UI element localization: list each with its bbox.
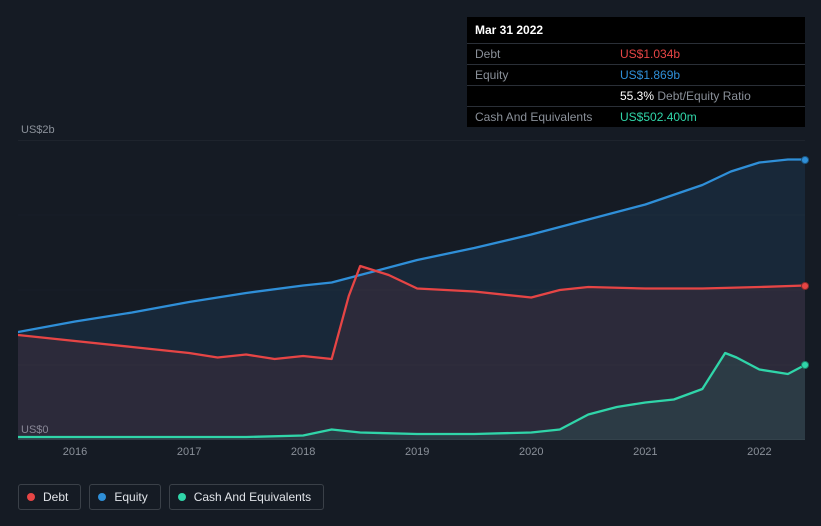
tooltip-suffix: Debt/Equity Ratio [654,89,751,103]
legend-item-cash[interactable]: Cash And Equivalents [169,484,324,510]
tooltip-row-debt: Debt US$1.034b [467,43,805,64]
tooltip-date: Mar 31 2022 [467,17,805,43]
legend-item-equity[interactable]: Equity [89,484,160,510]
tooltip-value: US$1.869b [620,68,680,82]
y-axis-label-top: US$2b [21,124,55,136]
x-axis-tick: 2021 [633,446,657,458]
chart-plot-area[interactable] [18,140,805,440]
tooltip-label: Cash And Equivalents [475,110,620,124]
summary-tooltip: Mar 31 2022 Debt US$1.034b Equity US$1.8… [467,17,805,127]
tooltip-value: US$502.400m [620,110,697,124]
x-axis-tick: 2022 [747,446,771,458]
tooltip-value-wrap: 55.3% Debt/Equity Ratio [620,89,751,103]
tooltip-label: Debt [475,47,620,61]
tooltip-row-ratio: 55.3% Debt/Equity Ratio [467,85,805,106]
legend-dot [98,493,106,501]
tooltip-row-cash: Cash And Equivalents US$502.400m [467,106,805,127]
tooltip-label: Equity [475,68,620,82]
tooltip-label [475,89,620,103]
legend-item-debt[interactable]: Debt [18,484,81,510]
tooltip-row-equity: Equity US$1.869b [467,64,805,85]
legend-dot [27,493,35,501]
series-end-dot [801,156,809,164]
legend-label: Equity [114,490,147,504]
x-axis-tick: 2018 [291,446,315,458]
x-axis-tick: 2017 [177,446,201,458]
series-end-dot [801,282,809,290]
chart-legend: Debt Equity Cash And Equivalents [18,484,324,510]
tooltip-value: 55.3% [620,89,654,103]
legend-dot [178,493,186,501]
x-axis-tick: 2019 [405,446,429,458]
x-axis-tick: 2016 [63,446,87,458]
chart-svg [18,140,805,440]
legend-label: Debt [43,490,68,504]
x-axis-tick: 2020 [519,446,543,458]
series-end-dot [801,361,809,369]
legend-label: Cash And Equivalents [194,490,311,504]
tooltip-value: US$1.034b [620,47,680,61]
